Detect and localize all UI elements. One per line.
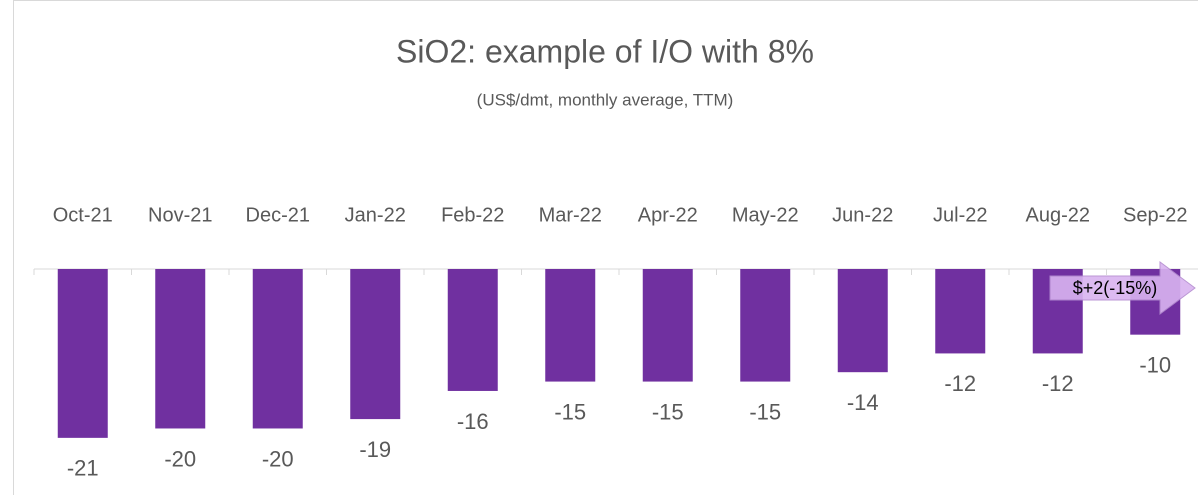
bar (545, 269, 596, 382)
x-tick-label: Jul-22 (933, 204, 987, 226)
data-label: -21 (67, 456, 99, 481)
bar (350, 269, 401, 420)
bar (57, 269, 108, 438)
x-tick-label: Sep-22 (1123, 204, 1188, 226)
bar (155, 269, 206, 429)
x-tick-label: Jan-22 (345, 204, 406, 226)
data-label: -15 (652, 399, 684, 424)
data-label: -12 (944, 371, 976, 396)
x-tick-label: Oct-21 (53, 204, 113, 226)
annotation: $+2(-15%) (1073, 278, 1158, 298)
bar (252, 269, 303, 429)
data-label: -15 (554, 399, 586, 424)
bar (447, 269, 498, 391)
annotation-arrow (1049, 261, 1196, 315)
bar (935, 269, 986, 354)
data-label: -15 (749, 399, 781, 424)
data-label: -19 (359, 437, 391, 462)
x-tick-label: Dec-21 (246, 204, 310, 226)
x-tick-label: Nov-21 (148, 204, 212, 226)
bar (740, 269, 791, 382)
x-tick-label: Feb-22 (441, 204, 504, 226)
bar (837, 269, 888, 373)
data-label: -20 (262, 446, 294, 471)
data-label: -12 (1042, 371, 1074, 396)
x-tick-label: Aug-22 (1026, 204, 1091, 226)
data-label: -20 (164, 446, 196, 471)
x-tick-label: Mar-22 (539, 204, 602, 226)
bar (642, 269, 693, 382)
x-tick-label: May-22 (732, 204, 799, 226)
data-label: -14 (847, 390, 879, 415)
chart-subtitle: (US$/dmt, monthly average, TTM) (477, 90, 734, 109)
chart-frame (13, 0, 1198, 495)
chart-title: SiO2: example of I/O with 8% (396, 33, 814, 69)
data-label: -10 (1139, 352, 1171, 377)
x-tick-label: Jun-22 (832, 204, 893, 226)
data-label: -16 (457, 409, 489, 434)
x-tick-label: Apr-22 (638, 204, 698, 226)
